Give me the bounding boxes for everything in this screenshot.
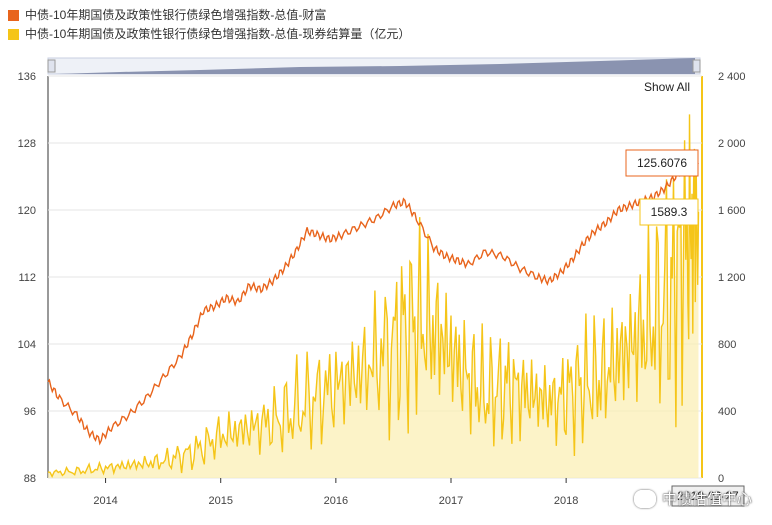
right-tick-label: 400 xyxy=(718,406,736,418)
right-axis-ticks: 0 400 800 1 200 1 600 2 000 2 400 xyxy=(718,71,746,485)
watermark: 中债估值中心 xyxy=(633,488,752,509)
wechat-icon xyxy=(633,489,656,508)
legend-swatch-volume xyxy=(8,29,19,40)
x-tick-label: 2015 xyxy=(208,495,232,507)
right-tick-label: 1 200 xyxy=(718,272,746,284)
left-tick-label: 120 xyxy=(18,205,36,217)
legend: 中债-10年期国债及政策性银行债绿色增强指数-总值-财富 中债-10年期国债及政… xyxy=(8,6,410,44)
navigator-left-handle[interactable] xyxy=(47,59,56,73)
x-tick-label: 2016 xyxy=(324,495,348,507)
left-tick-label: 96 xyxy=(24,406,36,418)
navigator-series xyxy=(55,58,695,74)
legend-item-wealth[interactable]: 中债-10年期国债及政策性银行债绿色增强指数-总值-财富 xyxy=(8,6,410,25)
left-tick-label: 128 xyxy=(18,138,36,150)
x-axis-ticks: 2014 2015 2016 2017 2018 xyxy=(93,478,578,507)
legend-swatch-wealth xyxy=(8,10,19,21)
date-box: 2019-02-27 xyxy=(671,485,745,507)
series-wealth-line[interactable] xyxy=(47,158,699,446)
tooltip-volume-value: 1589.3 xyxy=(651,205,688,219)
date-box-label: 2019-02-27 xyxy=(677,489,739,503)
legend-label-volume: 中债-10年期国债及政策性银行债绿色增强指数-总值-现券结算量（亿元） xyxy=(25,27,411,41)
x-tick-label: 2017 xyxy=(439,495,463,507)
left-axis-ticks: 88 96 104 112 120 128 136 xyxy=(18,71,36,485)
right-tick-label: 2 000 xyxy=(718,138,746,150)
tooltip-wealth: 125.6076 xyxy=(625,149,699,177)
watermark-label: 中债估值中心 xyxy=(661,491,752,508)
show-all-button[interactable]: Show All xyxy=(644,80,690,94)
left-tick-label: 136 xyxy=(18,71,36,83)
x-tick-label: 2014 xyxy=(93,495,117,507)
tooltip-wealth-value: 125.6076 xyxy=(637,156,687,170)
navigator-right-handle[interactable] xyxy=(692,59,701,73)
left-tick-label: 112 xyxy=(18,272,36,284)
legend-label-wealth: 中债-10年期国债及政策性银行债绿色增强指数-总值-财富 xyxy=(25,8,327,22)
legend-item-volume[interactable]: 中债-10年期国债及政策性银行债绿色增强指数-总值-现券结算量（亿元） xyxy=(8,25,410,44)
x-tick-label: 2018 xyxy=(554,495,578,507)
right-tick-label: 0 xyxy=(718,473,724,485)
right-tick-label: 1 600 xyxy=(718,205,746,217)
left-tick-label: 104 xyxy=(18,339,36,351)
tooltip-volume: 1589.3 xyxy=(639,198,699,226)
left-tick-label: 88 xyxy=(24,473,36,485)
right-tick-label: 2 400 xyxy=(718,71,746,83)
series-volume-area xyxy=(48,114,699,479)
right-tick-label: 800 xyxy=(718,339,736,351)
series-volume-line[interactable] xyxy=(47,114,700,479)
